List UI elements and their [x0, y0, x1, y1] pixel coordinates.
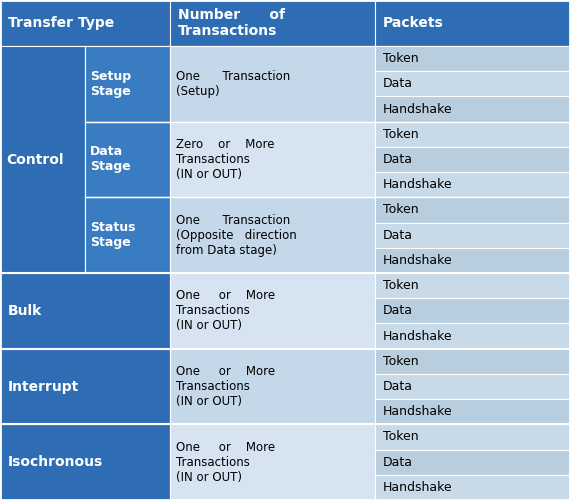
Bar — [85, 122, 170, 198]
Text: Data: Data — [383, 456, 413, 468]
Bar — [375, 450, 570, 475]
Text: Handshake: Handshake — [383, 330, 453, 342]
Text: One      Transaction
(Setup): One Transaction (Setup) — [176, 70, 290, 98]
Text: Control: Control — [6, 152, 63, 166]
Text: One      Transaction
(Opposite   direction
from Data stage): One Transaction (Opposite direction from… — [176, 214, 297, 256]
Bar — [375, 172, 570, 198]
Bar — [375, 71, 570, 96]
Bar — [0, 424, 170, 500]
Text: Handshake: Handshake — [383, 405, 453, 418]
Bar — [375, 424, 570, 450]
Bar — [0, 273, 170, 348]
Text: Token: Token — [383, 355, 418, 368]
Bar — [170, 122, 375, 198]
Text: Handshake: Handshake — [383, 254, 453, 267]
Bar — [85, 46, 170, 122]
Text: Interrupt: Interrupt — [8, 380, 79, 394]
Bar — [0, 0, 170, 46]
Text: Setup
Stage: Setup Stage — [90, 70, 131, 98]
Bar — [170, 198, 375, 273]
Bar — [375, 0, 570, 46]
Bar — [375, 348, 570, 374]
Text: Token: Token — [383, 204, 418, 216]
Text: Data: Data — [383, 380, 413, 393]
Bar — [375, 222, 570, 248]
Bar — [375, 122, 570, 147]
Bar — [0, 46, 85, 273]
Text: Zero    or    More
Transactions
(IN or OUT): Zero or More Transactions (IN or OUT) — [176, 138, 275, 181]
Bar — [375, 198, 570, 222]
Bar — [170, 348, 375, 424]
Bar — [375, 324, 570, 348]
Text: Isochronous: Isochronous — [8, 455, 103, 469]
Bar — [375, 46, 570, 71]
Text: Handshake: Handshake — [383, 178, 453, 191]
Text: Data: Data — [383, 153, 413, 166]
Text: Packets: Packets — [383, 16, 444, 30]
Bar — [170, 424, 375, 500]
Text: Token: Token — [383, 128, 418, 141]
Bar — [375, 298, 570, 324]
Text: Token: Token — [383, 279, 418, 292]
Text: Handshake: Handshake — [383, 102, 453, 116]
Text: Data: Data — [383, 228, 413, 241]
Bar — [85, 198, 170, 273]
Bar — [0, 348, 170, 424]
Text: Handshake: Handshake — [383, 481, 453, 494]
Text: Token: Token — [383, 52, 418, 65]
Text: One     or    More
Transactions
(IN or OUT): One or More Transactions (IN or OUT) — [176, 365, 275, 408]
Bar — [375, 248, 570, 273]
Bar — [375, 273, 570, 298]
Bar — [170, 273, 375, 348]
Bar — [375, 374, 570, 399]
Bar — [375, 96, 570, 122]
Bar — [375, 147, 570, 172]
Text: Data
Stage: Data Stage — [90, 146, 131, 174]
Text: One     or    More
Transactions
(IN or OUT): One or More Transactions (IN or OUT) — [176, 290, 275, 333]
Text: Data: Data — [383, 304, 413, 318]
Text: Transfer Type: Transfer Type — [8, 16, 114, 30]
Text: Data: Data — [383, 78, 413, 90]
Bar — [375, 475, 570, 500]
Bar — [170, 46, 375, 122]
Bar — [170, 0, 375, 46]
Text: Token: Token — [383, 430, 418, 444]
Text: Number      of
Transactions: Number of Transactions — [178, 8, 285, 38]
Bar — [375, 399, 570, 424]
Text: Bulk: Bulk — [8, 304, 42, 318]
Text: Status
Stage: Status Stage — [90, 221, 136, 249]
Text: One     or    More
Transactions
(IN or OUT): One or More Transactions (IN or OUT) — [176, 440, 275, 484]
